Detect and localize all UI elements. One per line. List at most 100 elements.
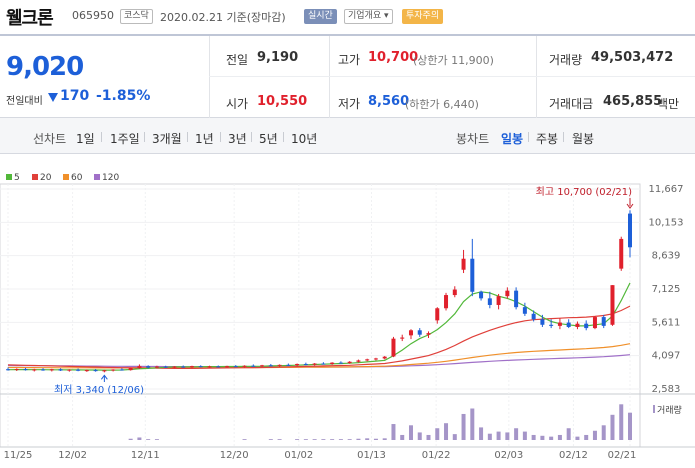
candle-chart-label: 봉차트 [456, 132, 490, 146]
candle-monthly[interactable]: 월봉 [572, 132, 595, 146]
chart-range-bar: 선차트 1일 1주일 3개월 1년 3년 5년 10년 봉차트 일봉 주봉 월봉 [0, 118, 695, 154]
volume-bar [146, 439, 151, 440]
realtime-button[interactable]: 실시간 [304, 9, 337, 24]
candle-body [479, 291, 484, 299]
candle-body [619, 238, 624, 269]
candle-body [514, 290, 519, 308]
y-tick-label: 10,153 [649, 217, 684, 228]
range-1d[interactable]: 1일 [76, 132, 95, 146]
base-date: 2020.02.21 기준(장마감) [160, 11, 286, 24]
volume-bar [496, 431, 501, 440]
volume-bar [601, 425, 606, 440]
x-tick-label: 12/02 [58, 450, 87, 461]
candle-body [6, 369, 10, 371]
candle-body [41, 369, 46, 371]
candle-body [628, 213, 632, 248]
volume-bar [242, 439, 247, 440]
volume-label: 거래량 [549, 53, 583, 67]
current-price: 9,020 [6, 52, 84, 82]
candle-body [198, 366, 203, 368]
x-tick-label: 12/20 [220, 450, 249, 461]
range-3y[interactable]: 3년 [228, 132, 247, 146]
change-percent: -1.85% [96, 88, 151, 104]
candle-body [566, 322, 571, 327]
candle-body [382, 356, 387, 359]
stock-name: 웰크론 [6, 8, 54, 29]
legend-label: 60 [71, 173, 83, 183]
candle-body [295, 363, 300, 366]
candle-body [426, 333, 431, 335]
candle-body [181, 366, 186, 368]
volume-bar [338, 439, 343, 440]
x-tick-label: 12/11 [131, 450, 160, 461]
volume-bar [531, 434, 536, 440]
range-10y[interactable]: 10년 [291, 132, 318, 146]
separator [563, 132, 564, 142]
candle-body [76, 369, 81, 371]
low-value: 8,560 [368, 94, 410, 109]
legend-swatch [32, 174, 38, 180]
candle-body [400, 337, 405, 339]
candle-body [505, 290, 510, 297]
candle-body [408, 330, 413, 336]
candle-body [531, 313, 536, 320]
candle-body [496, 296, 501, 305]
candle-body [557, 322, 562, 326]
candle-body [277, 364, 282, 366]
candle-body [444, 295, 449, 309]
candle-body [575, 323, 580, 327]
candle-body [242, 365, 247, 367]
separator [187, 132, 188, 142]
volume-bar [373, 438, 378, 440]
volume-bar [479, 427, 484, 440]
volume-bar [628, 412, 632, 440]
volume-bar [610, 414, 615, 440]
separator [144, 132, 145, 142]
range-1y[interactable]: 1년 [195, 132, 214, 146]
candle-body [365, 359, 370, 361]
x-tick-label: 01/02 [284, 450, 313, 461]
candle-body [610, 285, 615, 325]
candle-body [32, 369, 37, 371]
volume-bar [592, 430, 597, 440]
candle-body [163, 366, 168, 368]
volume-bar [549, 436, 554, 440]
candle-body [540, 319, 545, 325]
moving-average-lines [7, 282, 631, 371]
volume-bar [522, 431, 527, 440]
amount-unit: 백만 [657, 97, 680, 111]
volume-bar [435, 428, 440, 440]
low-label: 저가 [338, 97, 361, 111]
candle-body [67, 369, 72, 371]
volume-bar [365, 438, 370, 440]
stock-code: 065950 [72, 9, 114, 22]
candle-body [286, 364, 291, 366]
x-tick-label: 02/03 [494, 450, 523, 461]
candle-body [23, 369, 28, 371]
chart-frame [0, 183, 641, 448]
company-info-dropdown[interactable]: 기업개요 ▾ [344, 9, 393, 24]
range-1w[interactable]: 1주일 [110, 132, 140, 146]
candle-daily[interactable]: 일봉 [501, 132, 524, 146]
range-3m[interactable]: 3개월 [152, 132, 182, 146]
volume-bar [417, 432, 422, 440]
candlestick-chart[interactable]: 11,667 10,153 8,639 7,125 5,611 4,097 2,583 11… [0, 168, 695, 468]
volume-bar [557, 434, 562, 440]
open-label: 시가 [226, 97, 249, 111]
candle-body [330, 362, 335, 364]
volume-bar [487, 433, 492, 440]
volume-bar [137, 437, 142, 440]
volume-bar [295, 439, 300, 440]
price-summary: 9,020 전일대비 170 -1.85% 전일 9,190 고가 10,700… [0, 34, 695, 118]
legend-swatch [6, 174, 12, 180]
range-5y[interactable]: 5년 [259, 132, 278, 146]
low-arrow-head [100, 374, 108, 380]
legend-ma20: 20 [32, 173, 51, 183]
candle-weekly[interactable]: 주봉 [536, 132, 559, 146]
down-triangle-icon [48, 93, 58, 102]
low-annotation: 최저 3,340 (12/06) [54, 384, 144, 396]
candle-body [435, 308, 440, 321]
candle-body [146, 366, 151, 368]
candle-body [84, 370, 89, 372]
candle-body [128, 367, 133, 371]
